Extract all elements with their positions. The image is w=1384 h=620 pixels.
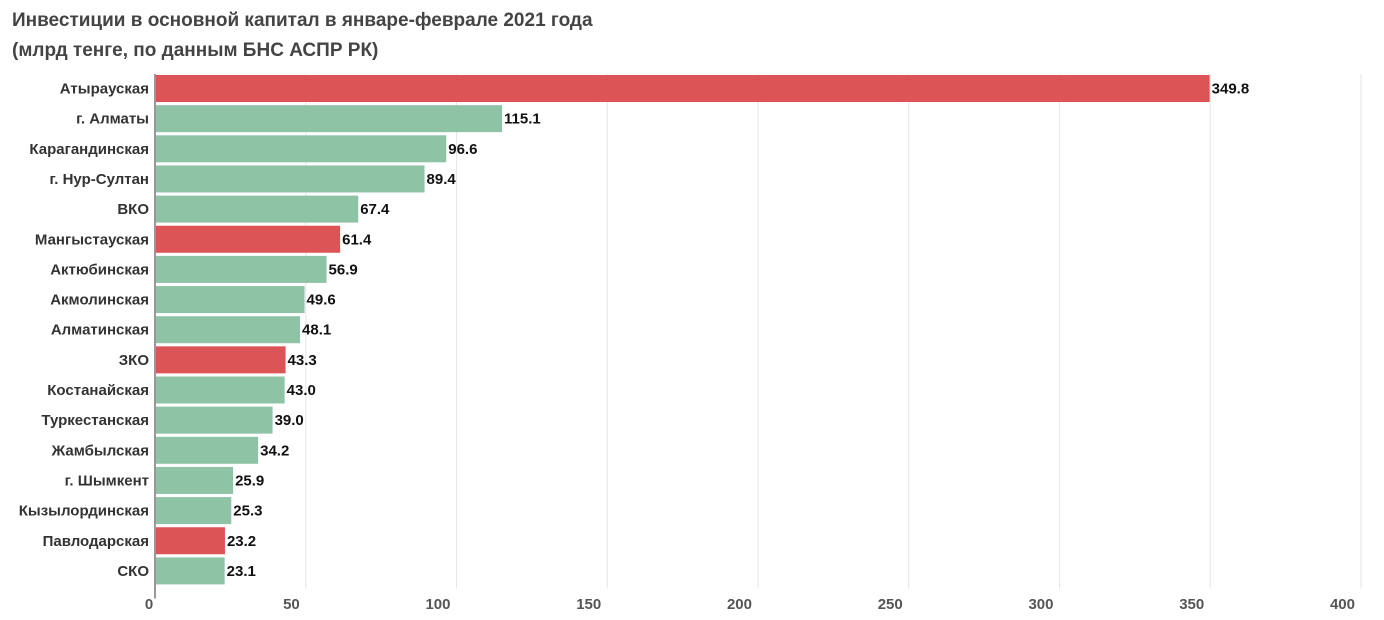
bar-5 [156,195,359,223]
value-label-2: 115.1 [504,111,541,128]
category-label-8: Акмолинская [50,292,149,309]
category-label-3: Карагандинская [29,141,149,158]
chart-title: Инвестиции в основной капитал в январе-ф… [12,10,593,31]
category-label-11: Костанайская [47,382,149,399]
category-label-16: Павлодарская [43,533,149,550]
category-label-10: ЗКО [119,352,150,369]
category-label-9: Алматинская [51,322,149,339]
value-label-17: 23.1 [227,563,256,580]
bar-2 [156,105,503,133]
category-label-12: Туркестанская [41,412,149,429]
category-label-2: г. Алматы [76,111,149,128]
x-tick-label-150: 150 [576,596,601,613]
bar-11 [156,376,285,404]
bar-16 [156,527,225,555]
bar-9 [156,316,301,344]
bar-14 [156,466,234,494]
bar-7 [156,255,327,283]
x-tick-label-0: 0 [145,596,153,613]
bar-8 [156,286,305,314]
value-label-13: 34.2 [260,442,289,459]
value-label-8: 49.6 [307,292,336,309]
bar-17 [156,557,225,585]
category-label-7: Актюбинская [50,261,149,278]
x-tick-label-300: 300 [1028,596,1053,613]
bar-6 [156,225,341,253]
value-label-9: 48.1 [302,322,331,339]
bar-1 [156,75,1210,102]
category-label-6: Мангыстауская [35,231,149,248]
category-label-15: Кызылординская [19,503,149,520]
value-label-10: 43.3 [288,352,317,369]
bar-10 [156,346,286,374]
x-tick-label-200: 200 [727,596,752,613]
bar-15 [156,497,232,525]
x-tick-label-250: 250 [878,596,903,613]
x-tick-label-50: 50 [283,596,300,613]
value-label-5: 67.4 [360,201,390,218]
value-label-16: 23.2 [227,533,256,550]
bar-3 [156,135,447,163]
category-label-5: ВКО [117,201,149,218]
category-label-1: Атырауская [60,81,149,98]
value-label-12: 39.0 [275,412,304,429]
bar-4 [156,165,425,193]
value-label-6: 61.4 [342,231,372,248]
bar-13 [156,436,259,464]
category-label-17: СКО [117,563,149,580]
value-label-11: 43.0 [287,382,316,399]
value-label-3: 96.6 [448,141,477,158]
bar-12 [156,406,273,434]
category-label-4: г. Нур-Султан [50,171,149,188]
value-label-7: 56.9 [329,261,358,278]
value-label-1: 349.8 [1212,81,1250,98]
value-label-4: 89.4 [427,171,457,188]
value-label-15: 25.3 [233,503,262,520]
value-label-14: 25.9 [235,472,264,489]
x-tick-label-400: 400 [1330,596,1355,613]
x-tick-label-100: 100 [425,596,450,613]
chart-subtitle: (млрд тенге, по данным БНС АСПР РК) [12,40,379,61]
category-label-13: Жамбылская [51,442,149,459]
x-tick-label-350: 350 [1179,596,1204,613]
category-label-14: г. Шымкент [65,472,149,489]
